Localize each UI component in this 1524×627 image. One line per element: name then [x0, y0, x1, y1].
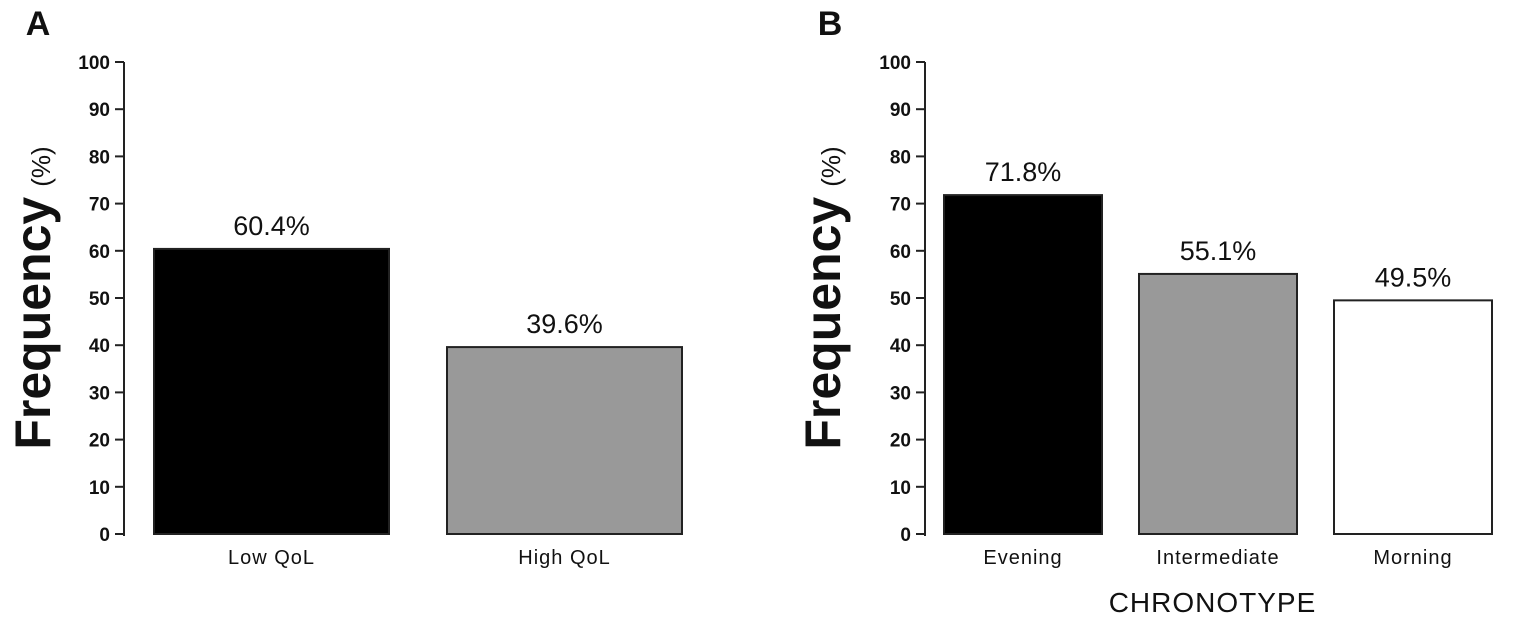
y-tick-label: 50	[89, 289, 110, 310]
bar-intermediate	[1138, 272, 1298, 535]
y-tick-label: 90	[89, 100, 110, 121]
y-tick-label: 80	[890, 147, 911, 168]
y-tick-label: 0	[99, 525, 110, 546]
y-tick-label: 70	[890, 195, 911, 216]
data-label: 49.5%	[1375, 262, 1452, 292]
x-axis-label: CHRONOTYPE	[1109, 587, 1317, 618]
data-label: 71.8%	[985, 157, 1062, 187]
y-tick-label: 60	[890, 242, 911, 263]
y-tick-label: 70	[89, 195, 110, 216]
category-label: Low QoL	[228, 547, 315, 569]
bar-low-qol	[153, 247, 390, 536]
panel-label: B	[818, 5, 843, 43]
y-tick-label: 10	[89, 478, 110, 499]
y-tick-label: 40	[89, 336, 110, 357]
y-tick-label: 60	[89, 242, 110, 263]
category-label: Intermediate	[1156, 547, 1279, 569]
y-tick-label: 10	[890, 478, 911, 499]
category-label: Evening	[983, 547, 1062, 569]
panel-b-chart: B 0 10 20 30 40 50 60 70 80 90 100 Frequency (%) 71.8%…	[795, 5, 1493, 618]
y-tick-label: 20	[890, 431, 911, 452]
y-tick-label: 0	[900, 525, 911, 546]
y-tick-label: 30	[890, 383, 911, 404]
y-tick-label: 100	[78, 53, 110, 74]
y-tick-label: 90	[890, 100, 911, 121]
data-label: 60.4%	[233, 211, 310, 241]
data-label: 55.1%	[1180, 236, 1257, 266]
y-tick-label: 80	[89, 147, 110, 168]
panel-label: A	[26, 5, 51, 43]
y-tick-label: 40	[890, 336, 911, 357]
bar-evening	[943, 194, 1103, 535]
bar-high-qol	[446, 346, 683, 536]
y-axis-label-text: Frequency	[5, 197, 61, 450]
y-axis-unit: (%)	[26, 146, 56, 186]
category-label: Morning	[1373, 547, 1452, 569]
bar-morning	[1333, 299, 1493, 535]
data-label: 39.6%	[526, 309, 603, 339]
category-label: High QoL	[518, 547, 611, 569]
y-axis-unit: (%)	[816, 146, 846, 186]
y-axis-label-text: Frequency	[795, 197, 851, 450]
y-tick-label: 30	[89, 383, 110, 404]
y-tick-label: 50	[890, 289, 911, 310]
panel-a-chart: A 0 10 20 30 40 50 60 70 80 90 100 Frequency (%) 60.4%…	[5, 5, 683, 569]
y-tick-label: 100	[879, 53, 911, 74]
y-axis-label: Frequency (%)	[5, 146, 61, 449]
y-axis-label: Frequency (%)	[795, 146, 851, 449]
y-tick-label: 20	[89, 431, 110, 452]
